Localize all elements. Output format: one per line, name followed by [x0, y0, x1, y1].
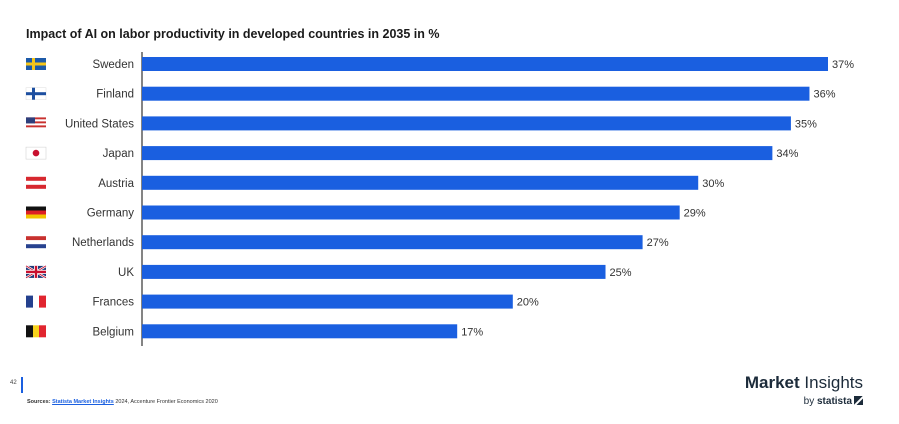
value-label-netherlands: 27%: [647, 237, 669, 249]
brand-logo: Market Insights by statista: [745, 373, 863, 407]
bar-belgium: [142, 324, 458, 339]
flag-finland-icon: [25, 87, 47, 100]
category-label-frances: Frances: [92, 297, 134, 309]
bar-sweden: [142, 57, 828, 71]
value-label-frances: 20%: [517, 297, 539, 309]
sources-rest: 2024, Accenture Frontier Economics 2020: [113, 399, 218, 405]
flag-belgium-icon: [26, 325, 46, 338]
category-label-sweden: Sweden: [92, 59, 134, 71]
bar-finland: [142, 86, 810, 101]
value-label-belgium: 17%: [461, 326, 483, 338]
category-label-germany: Germany: [87, 208, 135, 220]
category-label-belgium: Belgium: [92, 326, 134, 338]
value-label-united-states: 35%: [795, 118, 817, 130]
value-label-austria: 30%: [702, 178, 724, 190]
category-label-japan: Japan: [103, 148, 134, 160]
value-label-uk: 25%: [610, 267, 632, 279]
bar-netherlands: [142, 235, 643, 250]
sources-link[interactable]: Statista Market Insights: [52, 399, 114, 405]
flag-austria-icon: [26, 176, 46, 189]
flag-japan-icon: [25, 146, 47, 160]
page-number: 42: [10, 380, 17, 386]
value-label-germany: 29%: [684, 208, 706, 220]
bar-germany: [142, 205, 680, 220]
sources-note: Sources: Statista Market Insights 2024, …: [27, 399, 218, 405]
category-label-united-states: United States: [65, 118, 134, 130]
value-label-japan: 34%: [776, 148, 798, 160]
flag-united-states-icon: [26, 117, 46, 130]
sources-label: Sources:: [27, 399, 51, 405]
flag-netherlands-icon: [26, 236, 46, 249]
brand-by: by: [803, 396, 817, 407]
bar-uk: [142, 264, 606, 279]
statista-icon: [854, 396, 863, 405]
flag-sweden-icon: [26, 58, 46, 70]
flag-france-icon: [26, 295, 46, 308]
category-label-uk: UK: [118, 267, 134, 279]
bar-frances: [142, 294, 513, 309]
accent-line: [21, 377, 23, 393]
category-label-finland: Finland: [96, 89, 134, 101]
bar-austria: [142, 175, 699, 190]
bar-japan: [142, 146, 773, 161]
bar-united-states: [142, 116, 791, 131]
brand-word-market: Market: [744, 373, 800, 392]
flag-uk-icon: [25, 264, 47, 279]
value-label-finland: 36%: [813, 89, 835, 101]
category-label-austria: Austria: [98, 178, 134, 190]
category-label-netherlands: Netherlands: [72, 237, 134, 249]
bar-chart: Sweden 37% Finland 36% United States 35% Japan…: [25, 52, 854, 346]
brand-statista: statista: [816, 396, 852, 407]
chart-title: Impact of AI on labor productivity in de…: [26, 27, 440, 41]
flag-germany-icon: [26, 206, 46, 219]
brand-word-insights: Insights: [799, 373, 863, 392]
value-label-sweden: 37%: [832, 59, 854, 71]
